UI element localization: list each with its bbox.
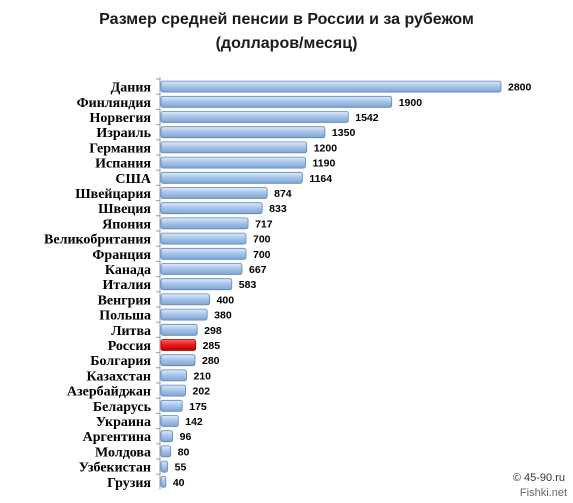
category-label: Дания — [111, 81, 152, 96]
value-label: 142 — [185, 416, 203, 428]
bar — [160, 187, 268, 199]
bar — [160, 399, 183, 412]
bar — [160, 369, 187, 382]
value-label: 210 — [194, 370, 212, 382]
value-label: 80 — [178, 446, 190, 458]
category-label: США — [115, 172, 151, 187]
category-label: Узбекистан — [79, 461, 151, 476]
value-label: 1900 — [399, 97, 423, 109]
category-label: Азербайджан — [67, 385, 151, 400]
category-label: Швеция — [98, 202, 151, 217]
category-label: Германия — [89, 141, 151, 156]
bar — [160, 430, 174, 443]
value-label: 1164 — [309, 173, 332, 185]
bar — [160, 475, 167, 488]
value-label: 1350 — [332, 127, 356, 139]
bar — [160, 80, 502, 93]
category-label: Литва — [111, 324, 151, 339]
category-label: Швейцария — [75, 187, 151, 202]
value-label: 96 — [180, 431, 192, 443]
bar — [160, 111, 349, 123]
value-label: 1200 — [314, 142, 338, 154]
value-label: 202 — [193, 386, 211, 398]
category-label: Канада — [105, 263, 151, 278]
value-label: 700 — [253, 234, 271, 246]
value-label: 400 — [217, 294, 235, 306]
value-label: 2800 — [508, 82, 532, 94]
value-label: 583 — [239, 279, 257, 291]
category-label: Венгрия — [98, 293, 152, 308]
value-label: 55 — [175, 462, 187, 474]
value-label: 280 — [202, 355, 220, 367]
category-label: Израиль — [96, 126, 151, 141]
bar — [160, 445, 172, 458]
value-label: 380 — [214, 310, 232, 322]
category-label: Великобритания — [44, 233, 151, 248]
bar — [160, 415, 179, 427]
bar — [160, 293, 210, 306]
value-label: 717 — [255, 218, 273, 230]
chart-title-main: Размер средней пенсии в России и за рубе… — [99, 11, 474, 28]
category-label: Беларусь — [93, 400, 152, 415]
value-label: 700 — [253, 249, 271, 261]
bar — [160, 156, 306, 169]
chart-title: Размер средней пенсии в России и за рубе… — [0, 8, 573, 56]
category-label: Россия — [108, 339, 152, 354]
category-label: Украина — [96, 415, 151, 430]
value-label: 298 — [204, 325, 222, 337]
value-label: 1542 — [355, 112, 379, 124]
value-label: 285 — [203, 340, 221, 352]
category-label: Польша — [99, 309, 151, 324]
bar — [160, 95, 393, 108]
bar — [160, 323, 198, 336]
value-label: 667 — [249, 264, 267, 276]
bar — [160, 247, 247, 260]
category-label: Франция — [92, 248, 151, 263]
bar — [160, 460, 169, 473]
category-label: Казахстан — [86, 369, 151, 384]
category-label: Аргентина — [83, 430, 151, 445]
bar — [160, 202, 263, 215]
credit-watermark: Fishki.net — [519, 487, 567, 499]
bar — [160, 354, 196, 367]
bar — [160, 263, 243, 275]
value-label: 833 — [269, 203, 287, 215]
category-label: Финляндия — [77, 96, 152, 111]
credit-source: © 45-90.ru — [512, 472, 565, 484]
category-label: Италия — [102, 278, 151, 293]
category-label: Норвегия — [90, 111, 152, 126]
category-label: Болгария — [90, 354, 151, 369]
bar — [160, 384, 186, 397]
value-label: 175 — [189, 401, 207, 413]
bar — [160, 232, 247, 245]
category-label: Грузия — [107, 476, 151, 491]
value-label: 1190 — [313, 158, 336, 170]
bar — [160, 278, 233, 291]
bar — [160, 126, 326, 139]
bar-highlight — [160, 339, 197, 351]
category-label: Япония — [102, 217, 151, 232]
bar — [160, 171, 303, 184]
value-label: 40 — [173, 477, 185, 489]
bar — [160, 141, 308, 154]
bar — [160, 308, 208, 321]
bar — [160, 217, 249, 230]
category-label: Молдова — [95, 445, 151, 460]
category-label: Испания — [95, 157, 151, 172]
value-label: 874 — [274, 188, 292, 200]
chart-subtitle: (долларов/месяц) — [215, 35, 358, 52]
